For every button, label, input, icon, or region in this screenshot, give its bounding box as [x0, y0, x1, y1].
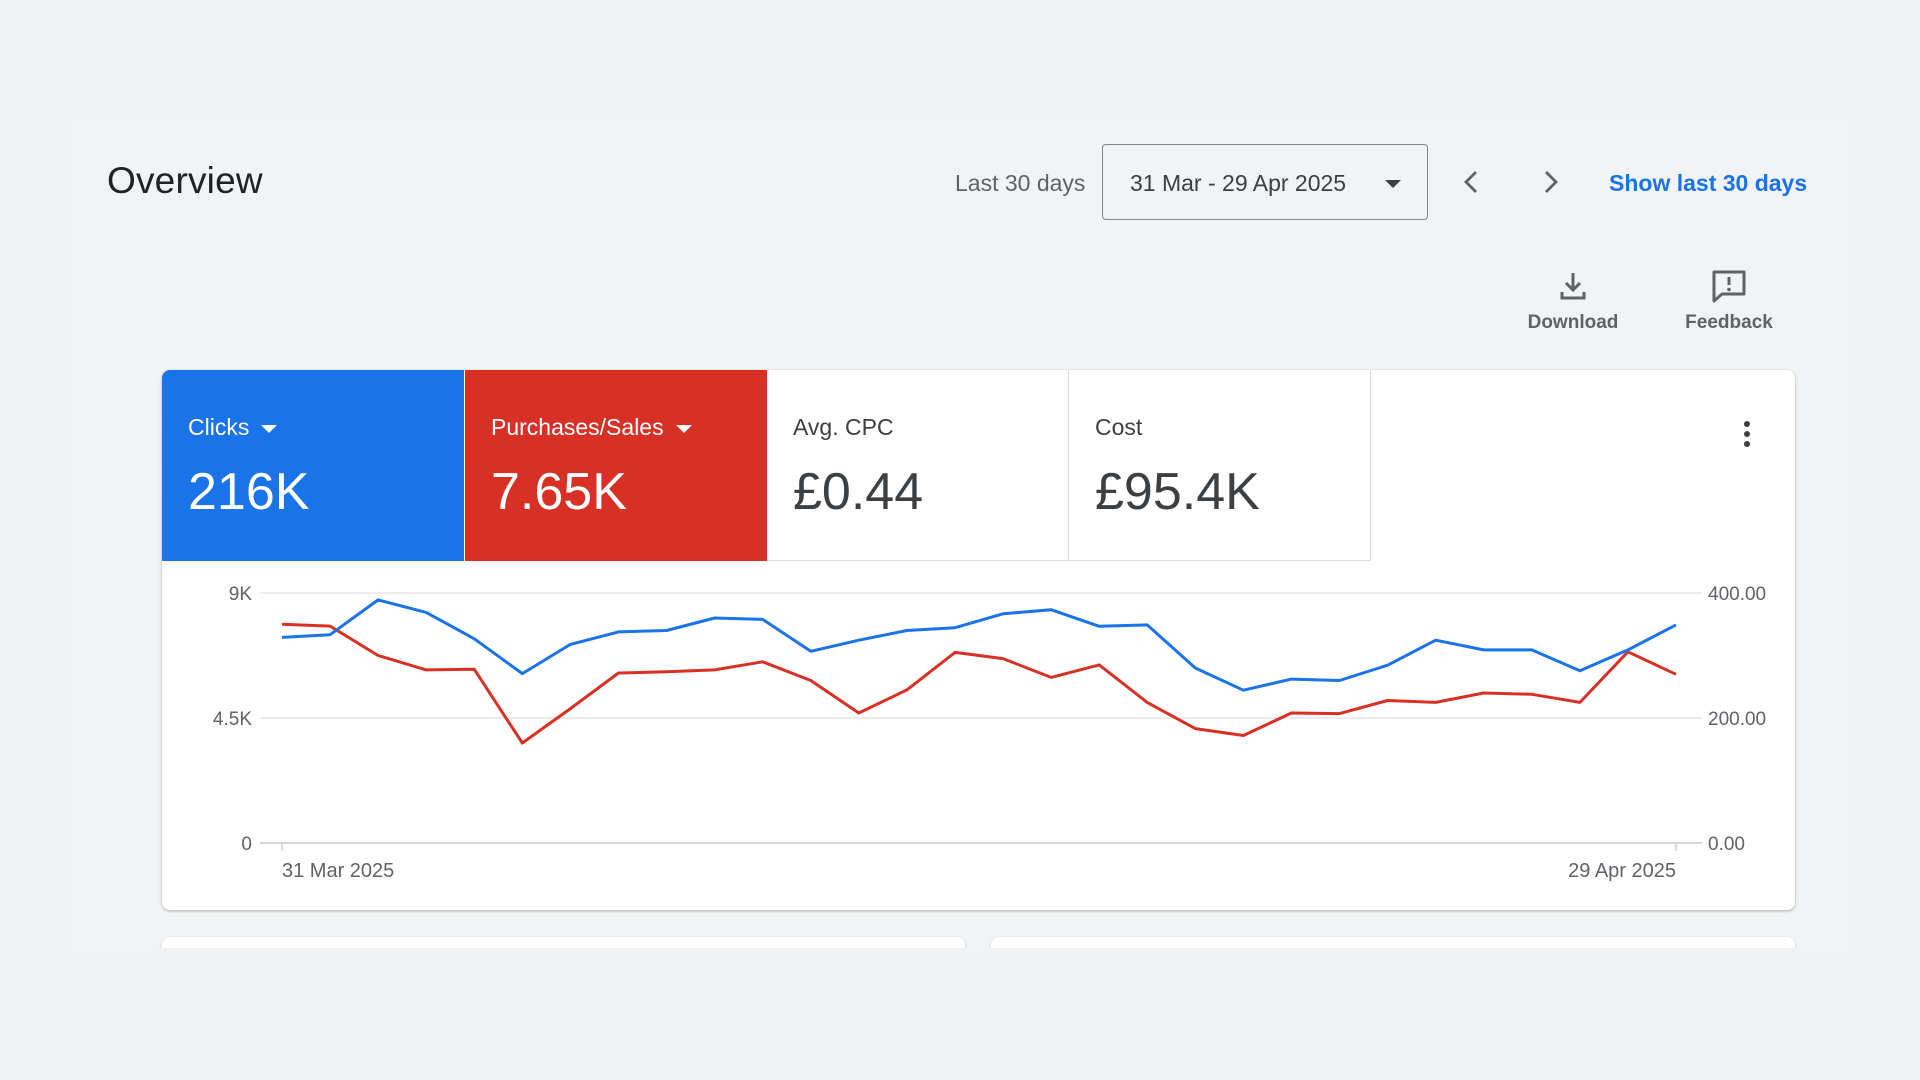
download-button[interactable]: Download	[1518, 268, 1628, 340]
x-axis-start-label: 31 Mar 2025	[282, 860, 394, 882]
right-axis-tick-label: 0.00	[1708, 834, 1745, 855]
more-vert-icon	[1744, 421, 1750, 447]
range-label: Last 30 days	[955, 170, 1086, 196]
more-options-button[interactable]	[1732, 414, 1762, 454]
metric-label: Avg. CPC	[793, 414, 894, 440]
page-background	[0, 948, 1920, 1080]
download-label: Download	[1527, 312, 1619, 333]
right-axis-tick-label: 200.00	[1708, 709, 1766, 730]
metric-label: Purchases/Sales	[491, 414, 692, 441]
metric-tile-avg-cpc[interactable]: Avg. CPC £0.44	[767, 370, 1069, 561]
metric-value: £95.4K	[1095, 463, 1260, 521]
left-axis-tick-label: 9K	[229, 584, 253, 605]
dropdown-arrow-icon	[1385, 180, 1401, 188]
date-range-select[interactable]: 31 Mar - 29 Apr 2025	[1102, 144, 1428, 220]
feedback-icon	[1712, 270, 1746, 303]
right-axis-tick-label: 400.00	[1708, 584, 1766, 605]
metric-value: 7.65K	[491, 463, 627, 521]
date-range-value: 31 Mar - 29 Apr 2025	[1130, 170, 1347, 196]
metric-label: Cost	[1095, 414, 1143, 440]
show-last-30-days-link[interactable]: Show last 30 days	[1609, 170, 1808, 196]
series-line-clicks	[281, 598, 1677, 692]
download-icon	[1560, 273, 1586, 300]
next-period-button[interactable]	[1528, 160, 1572, 204]
feedback-button[interactable]: Feedback	[1674, 268, 1784, 340]
left-axis-tick-label: 4.5K	[213, 709, 252, 730]
page-title: Overview	[107, 160, 263, 201]
dropdown-arrow-icon	[675, 424, 692, 433]
chevron-left-icon	[1464, 171, 1477, 193]
performance-card: Clicks 216K Purchases/Sales 7.65K Avg. C…	[162, 370, 1795, 910]
previous-period-button[interactable]	[1450, 160, 1494, 204]
performance-chart: 0 0.00 4.5K 200.00 9K 400.00 31 Mar 2025 29 Apr…	[162, 561, 1795, 910]
feedback-label: Feedback	[1685, 312, 1773, 333]
metric-value: £0.44	[793, 463, 924, 521]
metric-tile-cost[interactable]: Cost £95.4K	[1069, 370, 1371, 561]
x-axis-end-label: 29 Apr 2025	[1568, 860, 1676, 882]
line-chart: 0 0.00 4.5K 200.00 9K 400.00 31 Mar 2025 29 Apr…	[213, 584, 1766, 882]
chevron-right-icon	[1545, 171, 1558, 193]
metric-tile-purchases[interactable]: Purchases/Sales 7.65K	[465, 370, 767, 561]
series-line-purchases	[281, 622, 1677, 745]
metric-tile-clicks[interactable]: Clicks 216K	[162, 370, 464, 561]
dropdown-arrow-icon	[261, 424, 278, 433]
metric-value: 216K	[188, 463, 310, 521]
metric-label: Clicks	[188, 414, 278, 441]
left-axis-tick-label: 0	[241, 834, 252, 855]
